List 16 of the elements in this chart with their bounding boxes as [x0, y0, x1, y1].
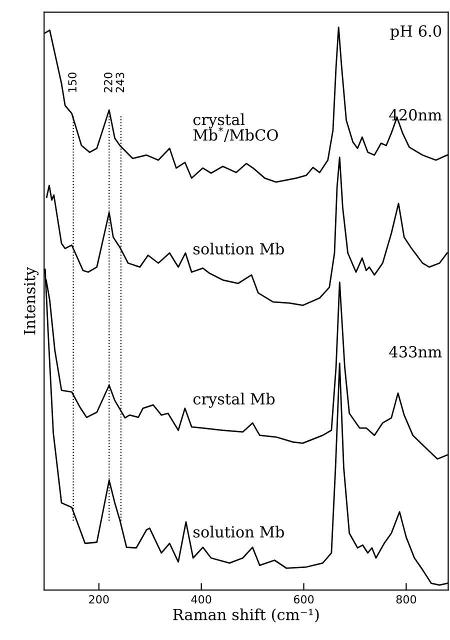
- series-label: solution Mb: [193, 526, 284, 538]
- x-tick-label: 400: [191, 595, 212, 604]
- annotation: 433nm: [389, 346, 442, 358]
- annotation: pH 6.0: [390, 25, 442, 40]
- x-tick-label: 800: [396, 595, 416, 604]
- y-axis-title: Intensity: [24, 266, 39, 334]
- x-tick-label: 600: [294, 595, 314, 604]
- series-label: crystal Mb$^{*}$/MbCO: [193, 113, 278, 142]
- ref-line-label: 150: [68, 72, 77, 92]
- x-tick-label: 200: [89, 595, 109, 604]
- x-axis-title: Raman shift (cm⁻¹): [173, 608, 319, 622]
- series-label: crystal Mb: [193, 392, 275, 408]
- ref-line-label: 220: [104, 72, 112, 92]
- ref-line-label: 243: [116, 72, 124, 92]
- annotation: 420nm: [389, 109, 442, 121]
- series-label: solution Mb: [193, 242, 284, 255]
